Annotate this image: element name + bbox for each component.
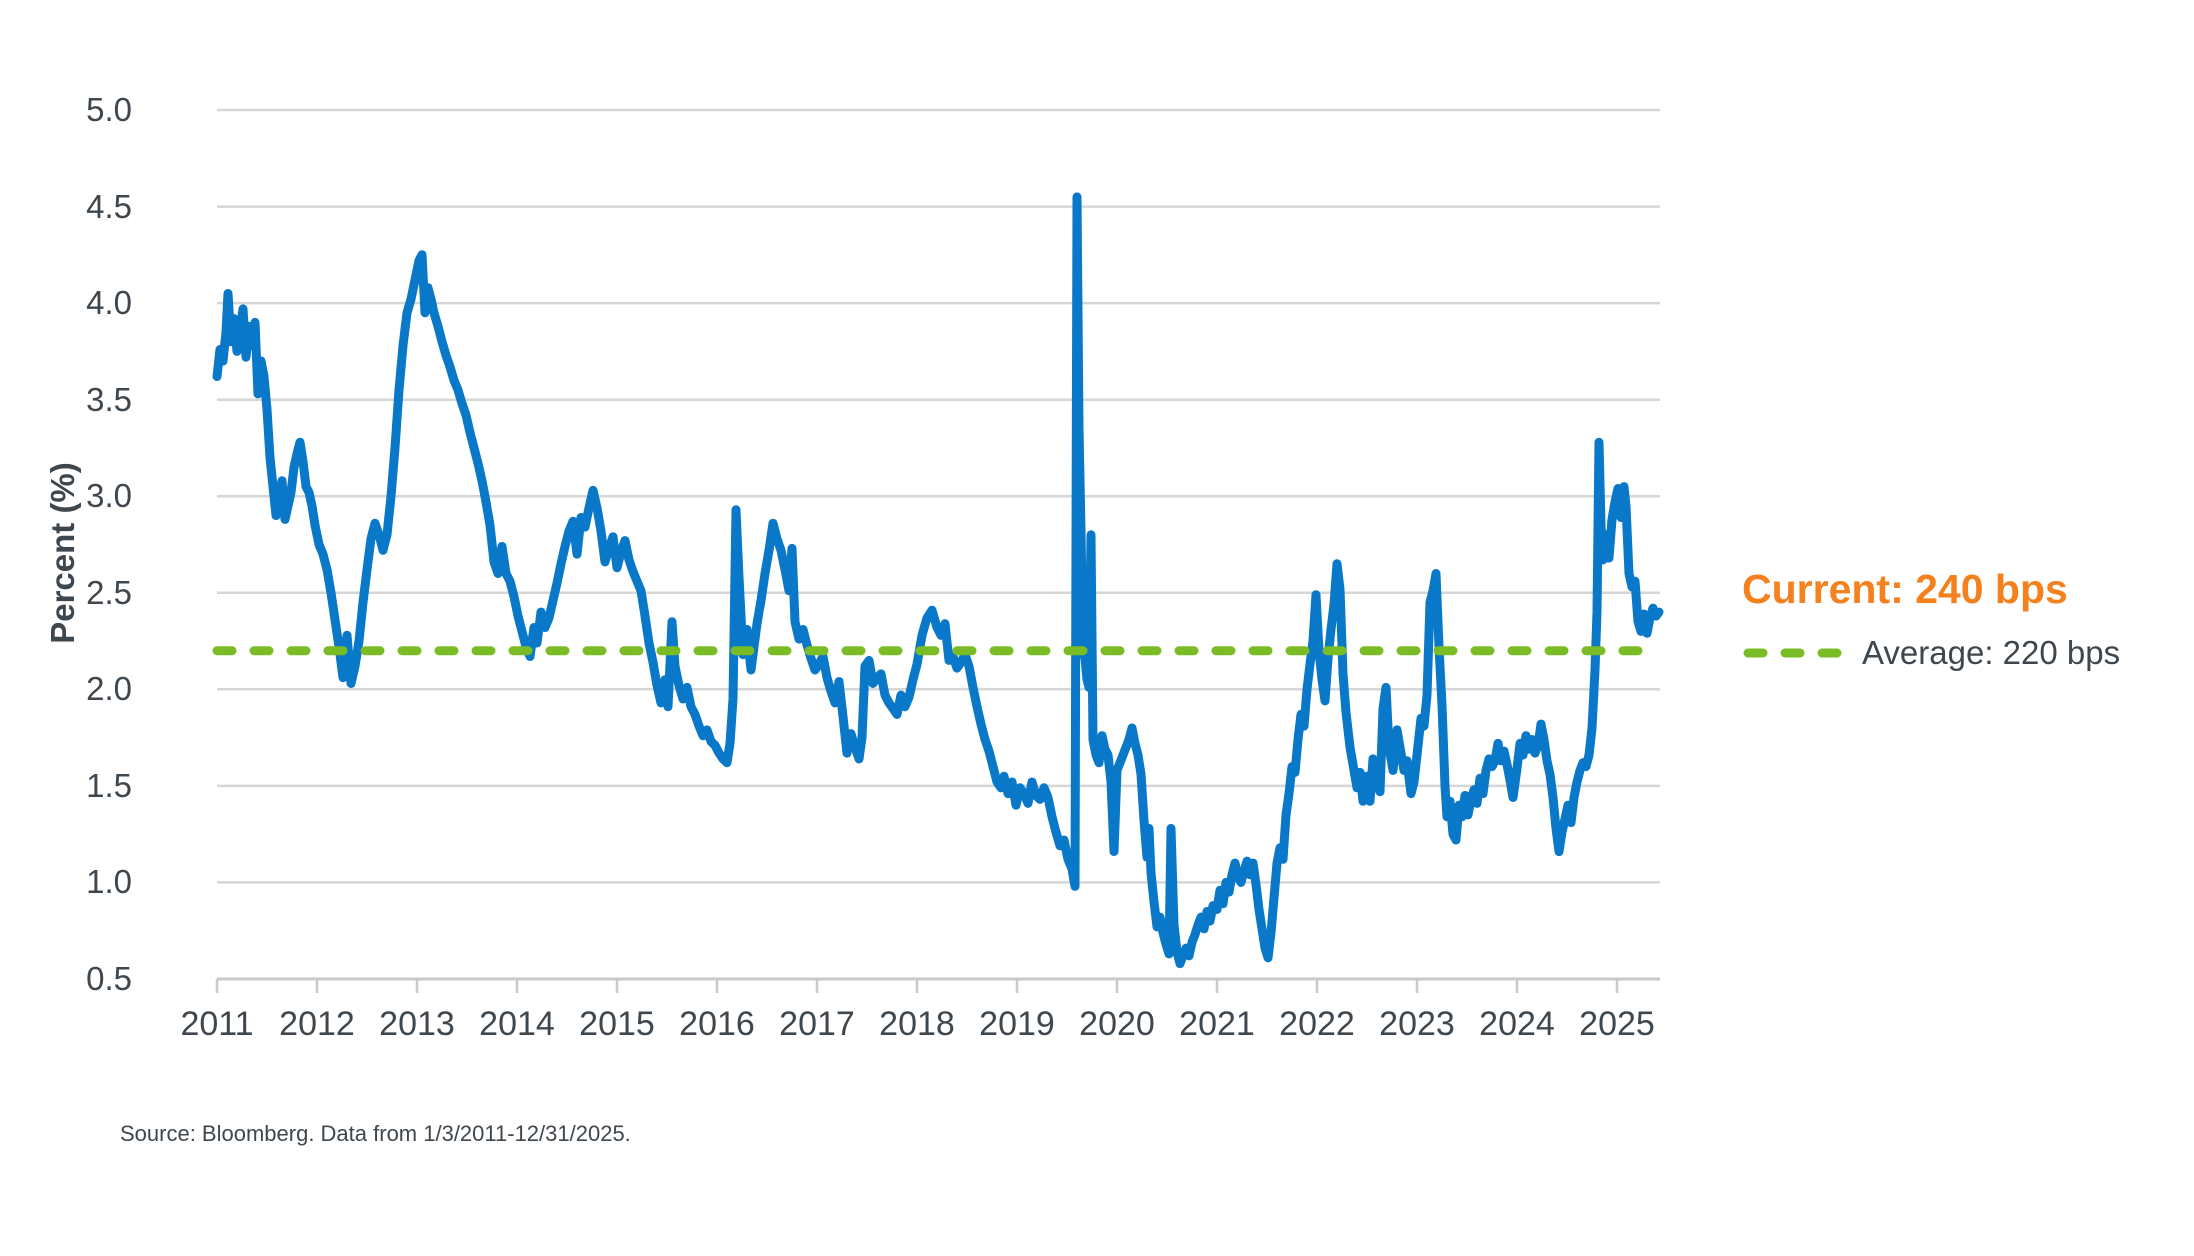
spread-series-line	[212, 192, 1664, 969]
y-tick-label: 5.0	[86, 91, 132, 128]
x-tick-label: 2021	[1179, 1005, 1255, 1043]
x-tick-label: 2011	[180, 1005, 254, 1043]
x-tick-label: 2015	[579, 1005, 655, 1043]
legend-average-value: Average: 220 bps	[1862, 634, 2121, 671]
y-tick-label: 2.0	[86, 670, 132, 708]
y-tick-label: 1.0	[86, 863, 132, 901]
y-tick-label: 3.5	[86, 380, 132, 418]
y-tick-label: 2.5	[86, 573, 132, 611]
x-tick-label: 2018	[879, 1005, 955, 1043]
y-tick-label: 1.5	[86, 766, 132, 804]
x-tick-label: 2017	[779, 1005, 855, 1043]
y-tick-label: 0.5	[86, 960, 132, 997]
y-tick-label: 4.0	[86, 284, 132, 322]
x-tick-label: 2016	[679, 1005, 755, 1043]
y-tick-label: 4.5	[86, 187, 132, 225]
x-tick-label: 2013	[379, 1005, 455, 1043]
x-tick-label: 2019	[979, 1005, 1055, 1043]
x-tick-label: 2014	[479, 1005, 555, 1043]
x-tick-label: 2023	[1379, 1005, 1455, 1043]
x-tick-label: 2024	[1479, 1005, 1555, 1043]
y-tick-label: 3.0	[86, 477, 132, 515]
legend-current-value: Current: 240 bps	[1742, 566, 2068, 612]
x-tick-label: 2022	[1279, 1005, 1355, 1043]
x-tick-label: 2025	[1579, 1005, 1655, 1043]
source-note: Source: Bloomberg. Data from 1/3/2011-12…	[120, 1121, 631, 1146]
x-tick-label: 2012	[279, 1005, 355, 1043]
x-tick-label: 2020	[1079, 1005, 1155, 1043]
